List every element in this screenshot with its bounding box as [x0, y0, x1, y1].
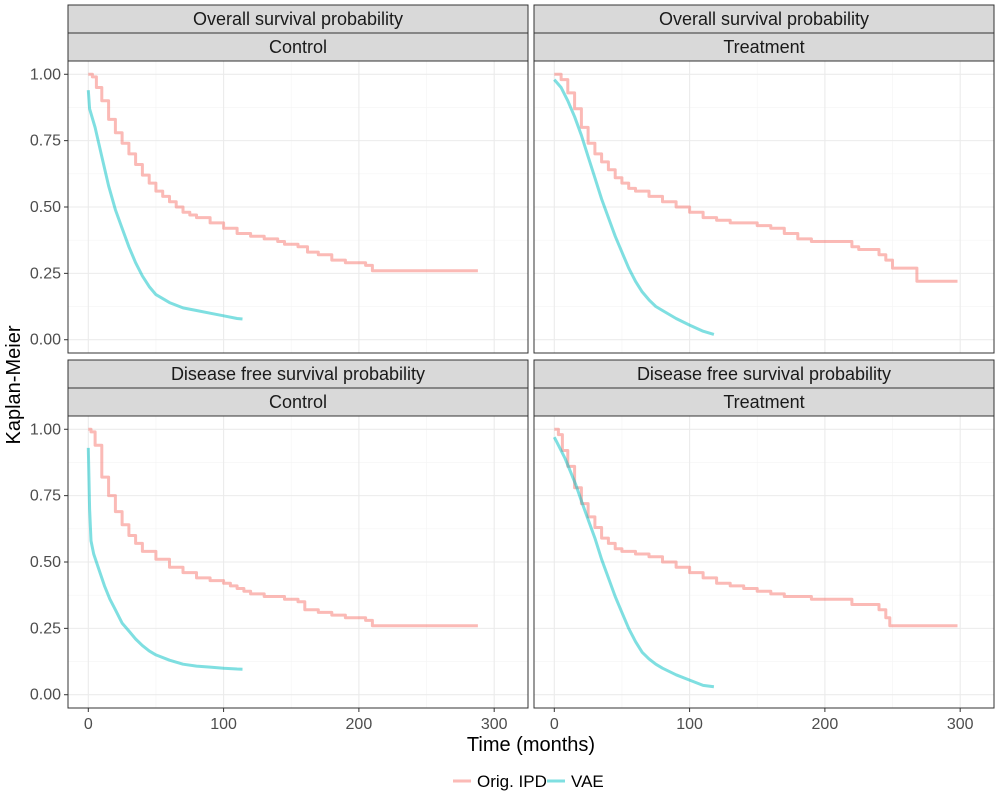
strip-outcome: [533, 359, 995, 389]
facet-panel: Overall survival probability Treatment: [533, 4, 995, 354]
vae-survival-curve: [553, 78, 715, 336]
y-tick-label: 0.75: [30, 488, 61, 505]
orig-ipd-survival-curve: [554, 72, 958, 283]
y-tick-label: 1.00: [30, 421, 61, 438]
vae-survival-curve: [552, 436, 715, 689]
strip-group-label: Control: [269, 37, 327, 57]
strip-outcome: [67, 359, 529, 389]
x-tick-label: 100: [676, 716, 703, 733]
y-tick-label: 0.75: [30, 133, 61, 150]
strip-outcome-label: Overall survival probability: [659, 9, 869, 29]
strip-group: [533, 32, 995, 62]
legend-label: VAE: [571, 772, 604, 791]
x-tick-label: 300: [947, 716, 974, 733]
facet-panel: Disease free survival probability Treatme…: [533, 359, 995, 733]
x-tick-label: 0: [550, 716, 559, 733]
orig-ipd-survival-curve: [88, 72, 478, 273]
panel-border: [533, 60, 995, 354]
y-axis-title: Kaplan-Meier: [3, 325, 25, 444]
strip-group: [67, 387, 529, 417]
strip-outcome-label: Disease free survival probability: [171, 364, 425, 384]
legend-item: VAE: [547, 772, 604, 791]
vae-survival-curve: [86, 447, 243, 671]
y-tick-label: 0.00: [30, 687, 61, 704]
panel-border: [533, 415, 995, 709]
y-tick-label: 1.00: [30, 66, 61, 83]
panels-layer: Overall survival probability Control 0.00 0…: [30, 4, 995, 733]
legend: Orig. IPD VAE: [453, 772, 604, 791]
legend-label: Orig. IPD: [477, 772, 547, 791]
y-tick-label: 0.50: [30, 554, 61, 571]
x-tick-label: 0: [84, 716, 93, 733]
y-tick-label: 0.25: [30, 620, 61, 637]
strip-group-label: Treatment: [723, 392, 804, 412]
x-tick-label: 200: [812, 716, 839, 733]
vae-survival-curve: [86, 90, 243, 321]
x-axis-title: Time (months): [467, 734, 595, 756]
y-tick-label: 0.25: [30, 265, 61, 282]
facet-panel: Disease free survival probability Control…: [30, 359, 529, 733]
y-tick-label: 0.00: [30, 332, 61, 349]
strip-outcome: [533, 4, 995, 34]
x-tick-label: 200: [346, 716, 373, 733]
orig-ipd-survival-curve: [88, 427, 478, 628]
strip-group-label: Treatment: [723, 37, 804, 57]
facet-panel: Overall survival probability Control 0.00 0…: [30, 4, 529, 354]
legend-item: Orig. IPD: [453, 772, 547, 791]
strip-group-label: Control: [269, 392, 327, 412]
x-tick-label: 100: [210, 716, 237, 733]
strip-outcome-label: Disease free survival probability: [637, 364, 891, 384]
strip-group: [533, 387, 995, 417]
strip-outcome-label: Overall survival probability: [193, 9, 403, 29]
strip-group: [67, 32, 529, 62]
strip-outcome: [67, 4, 529, 34]
x-tick-label: 300: [481, 716, 508, 733]
y-tick-label: 0.50: [30, 199, 61, 216]
